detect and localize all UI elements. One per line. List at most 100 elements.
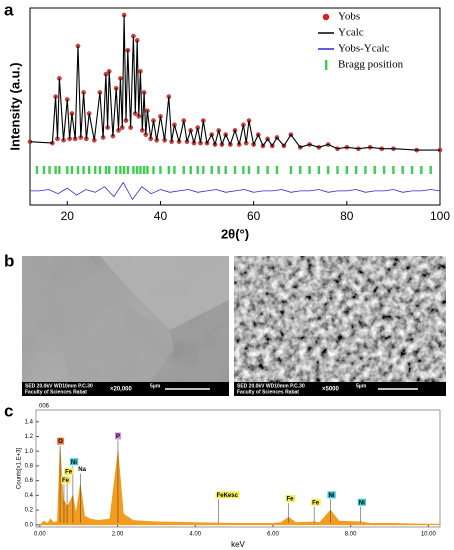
bragg-tick (54, 166, 57, 174)
caption-bar (22, 382, 229, 396)
legend-marker (322, 13, 330, 21)
legend-label: Bragg position (338, 59, 404, 71)
bragg-tick (392, 166, 395, 174)
annotation-box (215, 491, 240, 499)
bragg-tick (429, 166, 432, 174)
y-tick-label: 0.8 (25, 464, 34, 470)
legend-label: Yobs (338, 11, 360, 23)
caption-lab: Faculty of Sciences Rabat (237, 389, 299, 395)
scale-label: 5μm (150, 383, 161, 389)
caption-lab: Faculty of Sciences Rabat (25, 389, 87, 395)
bragg-tick (336, 166, 339, 174)
bragg-tick (104, 166, 108, 174)
spectrum-area (39, 447, 441, 526)
sem-texture (22, 256, 229, 396)
annotation-box (60, 476, 71, 484)
annotation-label: Ni (328, 493, 334, 499)
bragg-tick (70, 166, 74, 174)
bragg-tick (317, 166, 321, 174)
bragg-tick (308, 166, 311, 174)
bragg-tick (94, 166, 97, 174)
bragg-tick (189, 166, 192, 174)
bragg-tick (173, 166, 176, 174)
scale-label: 5μm (356, 383, 367, 389)
bragg-tick (35, 166, 39, 174)
y-tick-label: 0.0 (25, 522, 34, 528)
y-tick-label: 1.0 (25, 449, 34, 455)
annotation-box (285, 495, 296, 503)
annotation-box (357, 498, 367, 506)
bragg-tick (202, 166, 205, 174)
x-tick-label: 20 (61, 209, 75, 223)
sem-image: SED 20.0kV WD10mm P.C.30 Faculty of Scie… (234, 256, 446, 396)
legend-marker (325, 60, 328, 70)
bragg-tick (126, 166, 130, 174)
bragg-tick (410, 166, 414, 174)
panel-label: b (4, 251, 14, 270)
x-tick-label: 10.00 (421, 532, 437, 538)
x-axis-label: keV (231, 540, 245, 549)
bragg-tick (345, 166, 349, 174)
annotation-box (327, 491, 336, 499)
x-tick-label: 4.00 (189, 532, 201, 538)
bragg-tick (182, 166, 185, 174)
bragg-tick (152, 166, 155, 174)
annotation-box (64, 467, 74, 475)
bragg-tick (135, 166, 139, 174)
x-tick-label: 60 (247, 209, 261, 223)
y-tick-label: 1.4 (25, 419, 34, 425)
panel-label: a (4, 0, 14, 19)
annotation-label: Na (78, 467, 86, 473)
bragg-tick (58, 166, 61, 174)
y-tick-label: 0.4 (25, 493, 34, 499)
bragg-tick (420, 166, 423, 174)
legend-label: Ycalc (338, 27, 364, 39)
bragg-tick (114, 166, 118, 174)
bragg-tick (326, 166, 330, 174)
bragg-tick (42, 166, 46, 174)
bragg-tick (257, 166, 260, 174)
bragg-tick (167, 166, 171, 174)
x-tick-label: 0.00 (34, 532, 46, 538)
bragg-tick (266, 166, 269, 174)
annotation-label: Fe (62, 478, 70, 484)
annotation-label: Ni (359, 500, 365, 506)
x-tick-label: 80 (340, 209, 354, 223)
bragg-tick (139, 166, 142, 174)
series-line (30, 181, 441, 201)
bragg-tick (401, 166, 404, 174)
bragg-tick (354, 166, 358, 174)
y-tick-label: 0.6 (25, 478, 34, 484)
annotation-label: FeKesc (217, 493, 239, 499)
bragg-tick (224, 166, 227, 174)
plot-frame (29, 7, 441, 206)
annotation-box (114, 432, 121, 440)
annotation-box (69, 458, 79, 466)
bragg-tick (132, 166, 135, 174)
bragg-tick (142, 166, 146, 174)
bragg-tick (275, 166, 279, 174)
bragg-tick (76, 166, 80, 174)
bragg-tick (364, 166, 367, 174)
annotation-box (77, 465, 88, 473)
legend-label: Yobs-Ycalc (338, 43, 390, 55)
annotation-label: Fe (65, 469, 73, 475)
bragg-tick (299, 166, 302, 174)
x-axis-label: 2θ(°) (221, 226, 249, 241)
bragg-tick (217, 166, 220, 174)
bragg-tick (233, 166, 237, 174)
bragg-tick (210, 166, 213, 174)
annotation-label: P (116, 434, 120, 440)
bragg-tick (108, 166, 111, 174)
y-tick-label: 1.2 (25, 434, 34, 440)
bragg-tick (122, 166, 126, 174)
x-tick-label: 100 (430, 209, 450, 223)
magnification: ×5000 (322, 387, 340, 393)
sem-texture (234, 256, 446, 396)
caption-bar (234, 382, 446, 396)
annotation-box (57, 437, 65, 445)
annotation-label: Fe (287, 497, 295, 503)
annotation-box (311, 498, 321, 506)
